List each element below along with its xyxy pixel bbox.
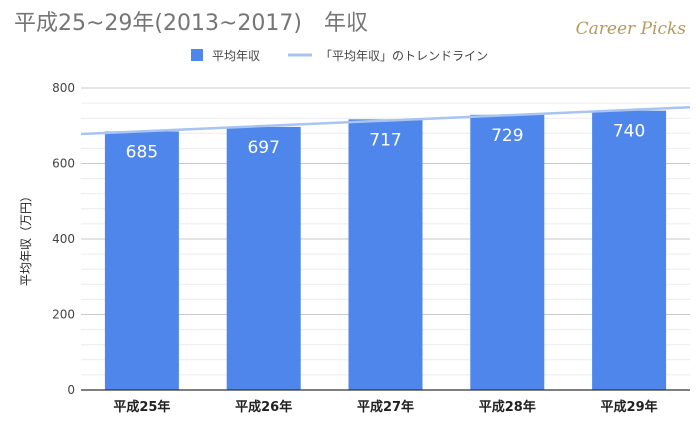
x-tick-label: 平成28年 xyxy=(479,399,536,415)
trendline-path xyxy=(80,105,691,136)
y-axis: 0 200 400 600 800 xyxy=(52,81,75,397)
x-tick-label: 平成29年 xyxy=(601,399,658,415)
y-tick-label: 800 xyxy=(52,81,75,95)
legend-label-trend: 「平均年収」のトレンドライン xyxy=(320,49,488,63)
bar xyxy=(226,126,301,390)
y-tick-label: 200 xyxy=(52,308,75,322)
data-label: 729 xyxy=(491,126,523,146)
x-tick-label: 平成27年 xyxy=(357,399,414,415)
y-tick-label: 0 xyxy=(67,383,75,397)
bar xyxy=(470,114,545,391)
trendline xyxy=(80,105,691,136)
y-tick-label: 600 xyxy=(52,157,75,171)
data-label: 697 xyxy=(247,138,279,158)
bar xyxy=(592,110,667,391)
bar xyxy=(104,131,179,390)
x-tick-label: 平成26年 xyxy=(235,399,292,415)
data-label: 717 xyxy=(369,130,401,150)
x-tick-label: 平成25年 xyxy=(113,399,170,415)
y-axis-label: 平均年収（万円） xyxy=(19,190,33,286)
legend: 平均年収 「平均年収」のトレンドライン xyxy=(191,49,488,63)
chart-title: 平成25~29年(2013~2017) 年収 xyxy=(14,11,368,36)
x-axis: 平成25年 平成26年 平成27年 平成28年 平成29年 xyxy=(81,389,690,415)
legend-swatch-bars xyxy=(191,49,203,61)
y-tick-label: 400 xyxy=(52,232,75,246)
bars: 685 697 717 729 740 xyxy=(104,110,667,391)
brand-logo: Career Picks xyxy=(576,19,687,39)
data-label: 685 xyxy=(126,142,158,162)
legend-label-bars: 平均年収 xyxy=(212,49,260,63)
bar xyxy=(348,119,423,391)
data-label: 740 xyxy=(613,122,645,142)
